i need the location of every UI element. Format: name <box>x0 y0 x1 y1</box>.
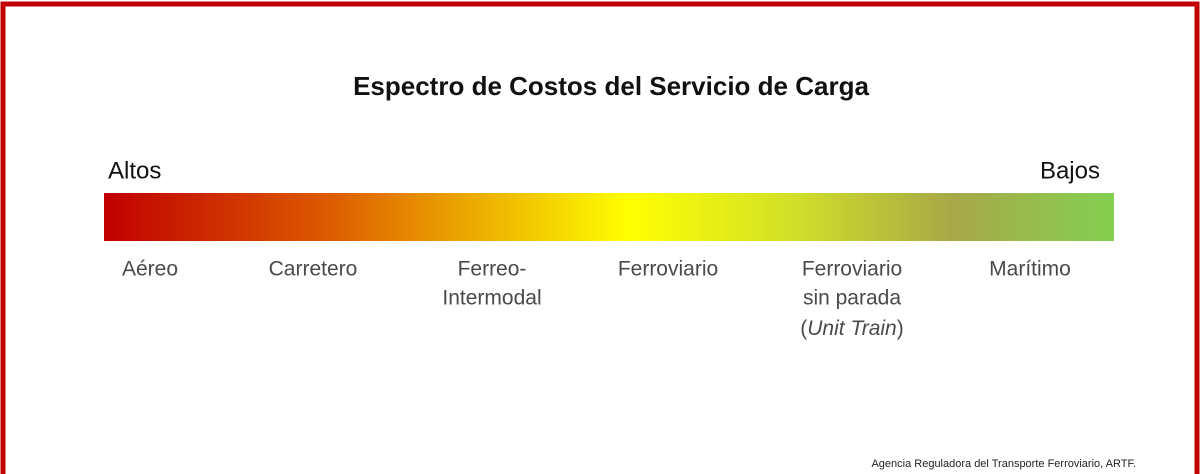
item-label: Carretero <box>269 258 358 281</box>
scale-left: Altos <box>108 157 161 184</box>
note-italic: Unit Train <box>807 317 896 340</box>
cost-gradient-bar <box>104 193 1114 241</box>
source: Agencia Reguladora del Transporte Ferrov… <box>871 458 1136 470</box>
note-close: ) <box>897 317 904 340</box>
item-label: Ferroviario <box>802 258 902 281</box>
item-label: Ferroviario <box>618 258 718 281</box>
note-open: ( <box>800 317 807 340</box>
item-label: sin parada <box>803 287 901 310</box>
item-label: Aéreo <box>122 258 178 281</box>
items: Aéreo Carretero Ferreo- Intermodal Ferro… <box>122 258 1071 340</box>
item-label: Marítimo <box>989 258 1071 281</box>
item-label: Intermodal <box>442 287 541 310</box>
item-note: (Unit Train) <box>800 317 903 340</box>
scale-right: Bajos <box>1040 157 1100 184</box>
title: Espectro de Costos del Servicio de Carga <box>353 71 869 101</box>
item-label: Ferreo- <box>458 258 527 281</box>
